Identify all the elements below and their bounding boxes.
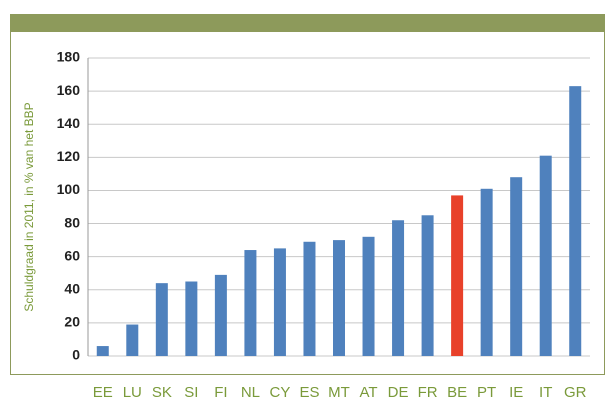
x-tick-label: DE bbox=[388, 384, 409, 401]
y-tick-label: 160 bbox=[57, 82, 81, 98]
header-bar bbox=[10, 14, 605, 32]
y-tick-label: 140 bbox=[57, 115, 81, 131]
y-tick-label: 180 bbox=[57, 49, 81, 65]
y-tick-label: 80 bbox=[64, 214, 80, 230]
y-tick-label: 100 bbox=[57, 181, 81, 197]
x-tick-label: SI bbox=[184, 384, 198, 401]
bar bbox=[214, 274, 227, 356]
bar bbox=[126, 324, 139, 356]
x-tick-label: LU bbox=[123, 384, 142, 401]
x-tick-label: IE bbox=[509, 384, 523, 401]
y-tick-label: 0 bbox=[72, 347, 80, 363]
x-tick-label: FR bbox=[418, 384, 438, 401]
bar bbox=[421, 215, 434, 356]
x-tick-label: GR bbox=[564, 384, 587, 401]
bar bbox=[480, 188, 493, 356]
bar bbox=[333, 240, 345, 356]
x-tick-label: NL bbox=[241, 384, 260, 401]
x-tick-label: EE bbox=[93, 384, 113, 401]
bar bbox=[96, 346, 109, 356]
bar bbox=[539, 155, 552, 356]
bar bbox=[451, 195, 464, 356]
x-tick-label: PT bbox=[477, 384, 496, 401]
bar bbox=[244, 250, 257, 356]
y-tick-label: 60 bbox=[64, 247, 80, 263]
x-tick-label: IT bbox=[539, 384, 552, 401]
x-tick-label: ES bbox=[299, 384, 319, 401]
bar bbox=[273, 248, 286, 356]
y-tick-label: 120 bbox=[57, 148, 81, 164]
y-tick-label: 40 bbox=[64, 280, 80, 296]
x-tick-label: CY bbox=[270, 384, 291, 401]
y-tick-label: 20 bbox=[64, 314, 80, 330]
x-tick-label: AT bbox=[359, 384, 377, 401]
x-tick-label: BE bbox=[447, 384, 467, 401]
bar bbox=[155, 283, 168, 356]
bar bbox=[362, 236, 375, 356]
y-axis-label: Schuldgraad in 2011, in % van het BBP bbox=[22, 102, 36, 311]
x-tick-label: FI bbox=[214, 384, 227, 401]
bar bbox=[185, 281, 198, 356]
bar bbox=[510, 177, 523, 356]
bar bbox=[392, 220, 405, 356]
x-tick-label: MT bbox=[328, 384, 350, 401]
x-tick-label: SK bbox=[152, 384, 172, 401]
bar bbox=[303, 241, 316, 356]
bar bbox=[569, 86, 582, 357]
